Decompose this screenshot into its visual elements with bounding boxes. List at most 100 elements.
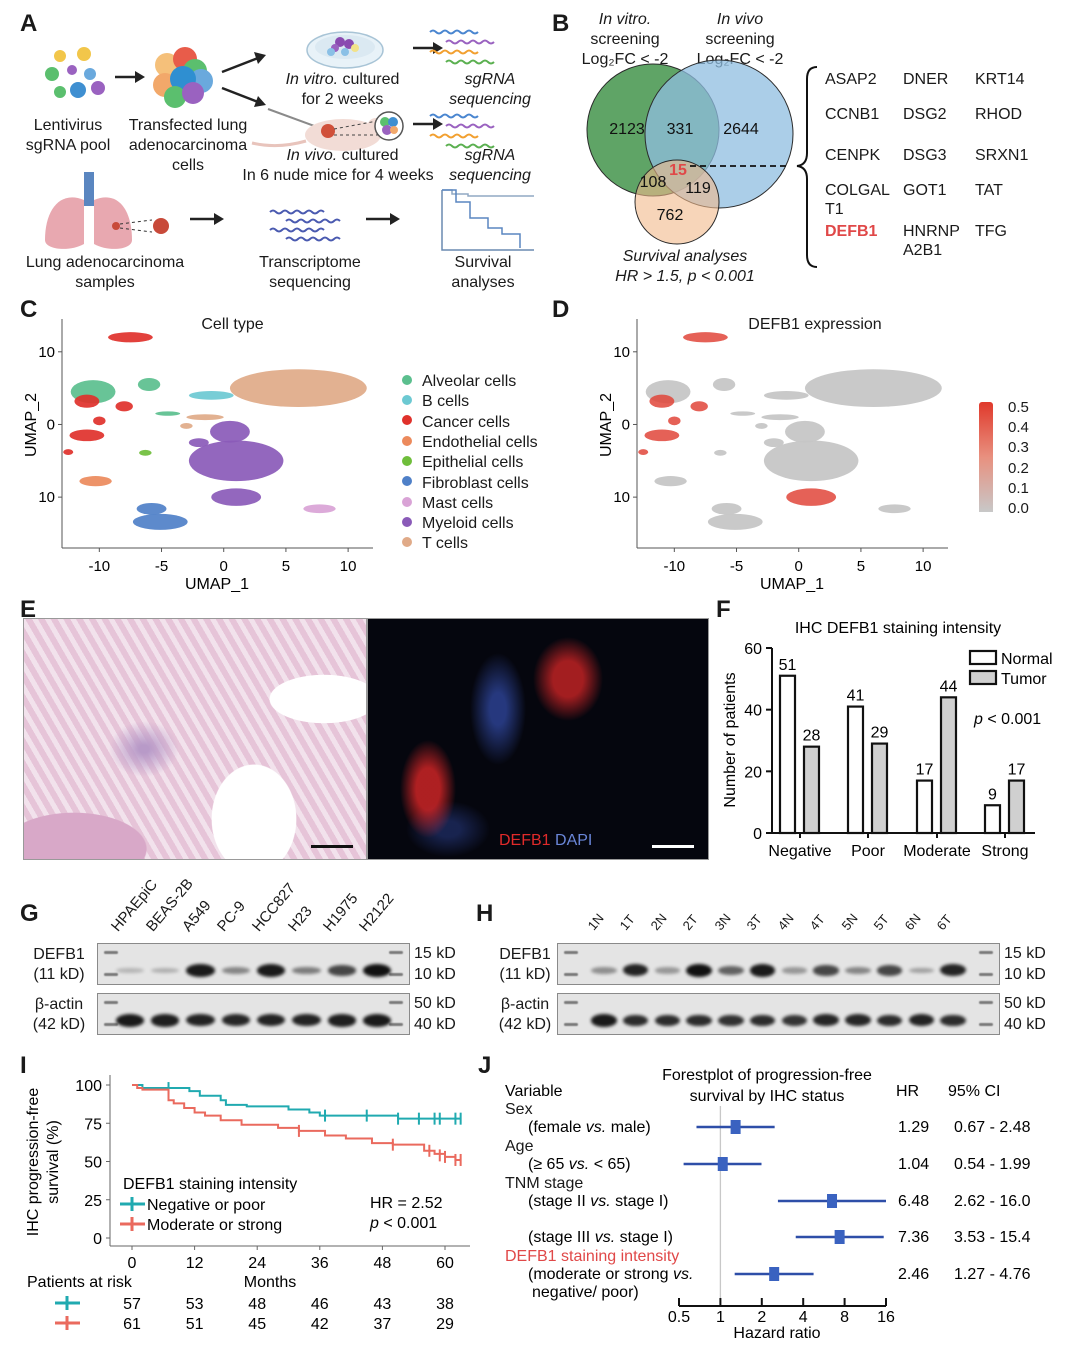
- cluster-fibroblast-cells: [136, 502, 167, 515]
- gene-srxn1: SRXN1: [975, 147, 1029, 164]
- legend-item: Myeloid cells: [402, 514, 514, 534]
- legend-label: Alveolar cells: [422, 373, 517, 390]
- venn-in-vivo-title-1: In vivo: [716, 11, 764, 28]
- legend-swatch-tumor: [968, 669, 998, 686]
- ladder-band: [104, 972, 118, 976]
- protein-name: β-actin: [34, 996, 84, 1013]
- cluster-expression: [763, 391, 809, 400]
- legend-swatch: [402, 537, 412, 548]
- x-tick-label: -5: [730, 558, 743, 575]
- gene-got1: GOT1: [903, 182, 947, 199]
- risk-count: 57: [123, 1296, 141, 1313]
- survival-label-1: Survival: [454, 254, 512, 271]
- transcriptome-reads-icon: [269, 209, 341, 242]
- legend-swatch: [402, 516, 412, 527]
- hr-value: 1.04: [898, 1156, 929, 1173]
- bar-value-label: 51: [779, 657, 797, 674]
- risk-count: 53: [186, 1296, 204, 1313]
- hr-point: [730, 1120, 741, 1134]
- legend-item: B cells: [402, 392, 469, 412]
- ladder-band: [564, 951, 578, 955]
- ladder-band: [389, 951, 403, 955]
- cluster-expression: [763, 438, 784, 447]
- legend-swatch: [402, 496, 412, 507]
- cluster-expression: [761, 414, 799, 421]
- legend-label: Negative or poor: [147, 1197, 266, 1214]
- protein-name: β-actin: [500, 996, 550, 1013]
- venn-in-vitro-title-3: Log₂FC < -2: [581, 51, 669, 68]
- legend-swatch-normal: [968, 649, 998, 666]
- cluster-cancer-cells: [69, 429, 105, 442]
- hr-value: 7.36: [898, 1229, 929, 1246]
- sgrna-reads-icon: [429, 113, 495, 149]
- protein-band: [686, 963, 712, 977]
- protein-band: [591, 967, 617, 974]
- protein-band: [150, 967, 180, 973]
- legend-swatch: [402, 415, 412, 426]
- sgrna-seq-1-line2: sequencing: [449, 91, 531, 108]
- gene-list-brace: [796, 66, 818, 268]
- hr-point: [769, 1267, 780, 1281]
- venn-count-vivo-surv: 119: [685, 180, 711, 197]
- venn-count-all-three: 15: [669, 162, 687, 179]
- lane-label: H2122: [355, 890, 397, 935]
- hr-annotation: HR = 2.52: [370, 1195, 443, 1212]
- y-tick-label: 40: [744, 703, 762, 720]
- cluster-expression: [690, 401, 708, 412]
- risk-count: 61: [123, 1316, 141, 1333]
- x-tick-label: Moderate: [903, 843, 971, 860]
- gene-asap2: ASAP2: [825, 71, 877, 88]
- hr-point: [834, 1230, 845, 1244]
- protein-band: [654, 1014, 681, 1027]
- cluster-cancer-cells: [74, 394, 100, 408]
- col-header-variable: Variable: [505, 1083, 563, 1100]
- panel-c-label: C: [20, 296, 38, 323]
- cluster-cancer-cells: [115, 401, 133, 412]
- marker-size: 40 kD: [414, 1016, 456, 1033]
- protein-band: [150, 1014, 180, 1027]
- x-tick-label: 12: [186, 1255, 204, 1272]
- x-tick-label: 60: [436, 1255, 454, 1272]
- legend-item: Alveolar cells: [402, 372, 516, 392]
- colorbar-tick-label: 0.5: [1008, 399, 1029, 416]
- ci-value: 1.27 - 4.76: [954, 1266, 1031, 1283]
- x-tick-label: Poor: [851, 843, 885, 860]
- protein-band: [940, 1014, 966, 1027]
- bar-value-label: 17: [916, 762, 934, 779]
- cluster-fibroblast-cells: [132, 513, 188, 530]
- lane-label: 1T: [616, 911, 638, 933]
- y-tick-label: 0: [47, 416, 55, 433]
- ladder-band: [104, 1001, 118, 1005]
- venn-in-vitro-title-2: screening: [590, 31, 660, 48]
- blot-defb1: [97, 943, 410, 985]
- expression-colorbar: [979, 402, 993, 512]
- umap-d-title: DEFB1 expression: [748, 316, 882, 333]
- cluster-expression: [649, 394, 675, 408]
- kaplan-meier-plot: 0 25 50 75 100 0 12 24 36 48 60 IHC progression-fre…: [25, 1075, 470, 1333]
- protein-band: [186, 964, 215, 977]
- ladder-band: [564, 972, 578, 976]
- protein-band: [813, 965, 839, 976]
- variable-comparison: (stage III vs. stage I): [528, 1229, 673, 1246]
- ci-value: 0.67 - 2.48: [954, 1119, 1031, 1136]
- lentivirus-icon: [45, 47, 105, 98]
- transfected-label-3: cells: [171, 157, 204, 174]
- ladder-band: [564, 1001, 578, 1005]
- gene-dner: DNER: [903, 71, 949, 88]
- legend-item: Endothelial cells: [402, 433, 538, 453]
- x-tick-label: -10: [88, 558, 110, 575]
- protein-band: [115, 1014, 144, 1027]
- cluster-expression: [644, 429, 680, 442]
- protein-band: [115, 968, 144, 973]
- cluster-epithelial-cells: [139, 449, 152, 456]
- cluster-expression: [878, 504, 911, 514]
- venn-count-vivo-only: 2644: [723, 121, 759, 138]
- sgrna-seq-2-line2: sequencing: [449, 167, 531, 184]
- p-value-annotation: p < 0.001: [973, 711, 1041, 728]
- legend-swatch: [402, 435, 412, 446]
- protein-band: [845, 1014, 871, 1027]
- x-tick-label: Negative: [768, 843, 831, 860]
- variable-group-label: TNM stage: [505, 1175, 583, 1192]
- protein-band: [845, 966, 871, 974]
- cluster-alveolar-cells: [137, 377, 161, 392]
